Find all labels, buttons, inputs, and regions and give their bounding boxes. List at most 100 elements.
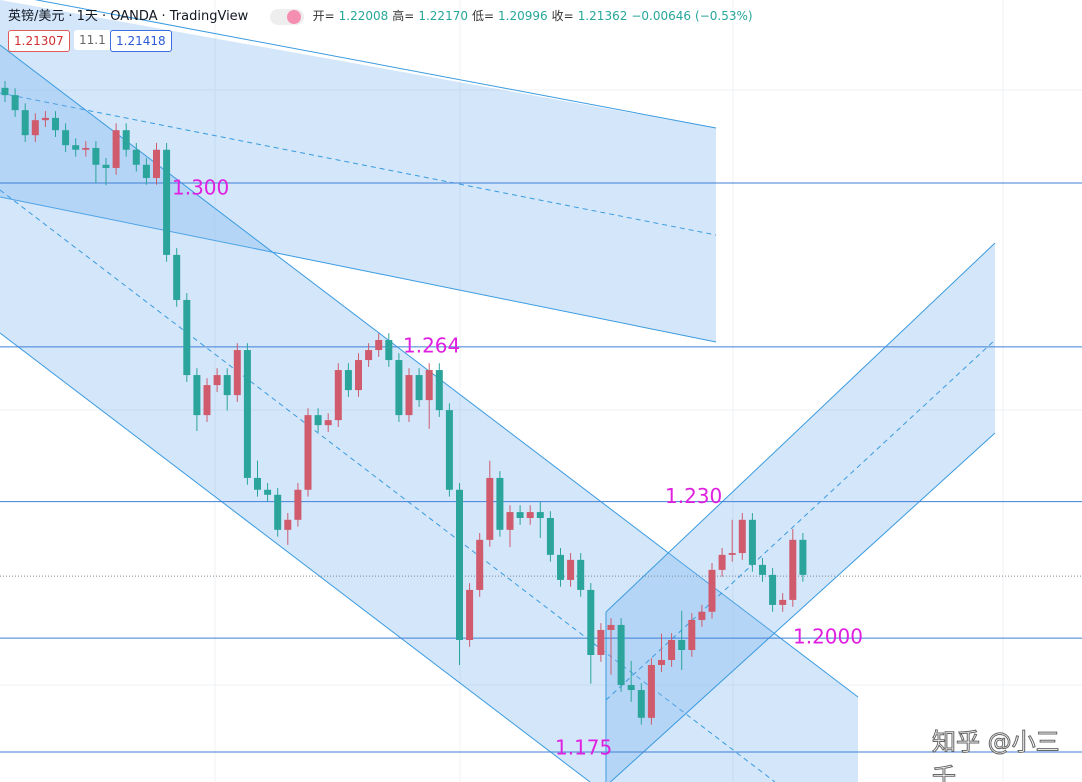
platform: TradingView xyxy=(169,9,249,24)
candle-body xyxy=(304,415,312,490)
candle-body xyxy=(243,350,251,478)
candle-body xyxy=(627,685,635,691)
candle-body xyxy=(738,519,746,554)
candle-body xyxy=(526,512,534,518)
candle-body xyxy=(718,554,726,570)
spread: 11.1 xyxy=(74,30,111,50)
ohlc-value: 1.22008 xyxy=(338,9,389,23)
level-label: 1.2000 xyxy=(793,625,863,649)
candle-body xyxy=(132,149,140,165)
header-row: 英镑/美元 · 1天 · OANDA · TradingView 开= 1.22008 高… xyxy=(8,5,761,25)
candle-body xyxy=(153,149,160,178)
candle-body xyxy=(425,370,433,401)
candle-body xyxy=(41,117,49,121)
candle-body xyxy=(203,385,211,416)
candle-body xyxy=(748,519,756,565)
candle-body xyxy=(21,110,29,136)
candle-body xyxy=(647,665,655,718)
candle-body xyxy=(577,559,585,590)
ohlc-label: 低= xyxy=(471,9,495,23)
candle-body xyxy=(334,370,342,421)
candle-body xyxy=(274,494,282,530)
candle-body xyxy=(395,360,403,416)
candle-body xyxy=(516,512,524,518)
candle-body xyxy=(62,130,70,146)
ask-box[interactable]: 1.21418 xyxy=(110,30,172,52)
candle-body xyxy=(637,690,645,718)
candle-body xyxy=(254,477,261,490)
candle-body xyxy=(476,539,484,590)
candle-body xyxy=(617,624,625,686)
candle-body xyxy=(92,147,100,165)
change: −0.00646 xyxy=(631,9,692,23)
candle-body xyxy=(112,130,120,168)
candle-body xyxy=(183,299,191,376)
ohlc-value: 1.21362 xyxy=(577,9,628,23)
candle-body xyxy=(264,489,272,495)
interval: 1天 xyxy=(76,9,98,24)
candle-body xyxy=(759,564,766,575)
candle-body xyxy=(122,130,130,150)
candle-body xyxy=(486,477,494,540)
ohlc-label: 高= xyxy=(392,9,415,23)
channels xyxy=(0,0,996,782)
candle-body xyxy=(355,360,362,391)
candle-body xyxy=(31,120,39,136)
candle-body xyxy=(294,489,302,520)
candle-body xyxy=(799,539,807,575)
toggle[interactable] xyxy=(270,8,305,25)
candle-body xyxy=(445,410,453,490)
candle-body xyxy=(284,519,292,530)
level-label: 1.264 xyxy=(403,333,460,357)
candle-body xyxy=(52,117,59,131)
candle-body xyxy=(233,350,241,396)
candle-body xyxy=(769,574,777,605)
candle-body xyxy=(546,517,554,555)
candle-body xyxy=(102,164,110,168)
candle-body xyxy=(557,554,564,580)
candle-body xyxy=(779,599,787,605)
ohlc-label: 开= xyxy=(312,9,335,23)
candle-body xyxy=(456,489,463,640)
level-label: 1.300 xyxy=(172,175,229,199)
ohlc-label: 收= xyxy=(551,9,574,23)
candle-body xyxy=(344,370,352,391)
candle-body xyxy=(658,660,665,666)
candle-body xyxy=(223,375,231,396)
change-pct: (−0.53%) xyxy=(695,9,753,23)
candle-body xyxy=(597,629,605,656)
watermark: 知乎 @小三千 xyxy=(932,728,1061,782)
source: OANDA xyxy=(110,9,158,24)
candle-body xyxy=(415,375,423,401)
candle-body xyxy=(587,589,595,656)
level-label: 1.175 xyxy=(555,735,612,759)
candle-body xyxy=(668,639,676,661)
candle-body xyxy=(405,375,413,416)
candle-body xyxy=(193,375,201,416)
candle-body xyxy=(789,539,797,600)
ohlc-value: 1.22170 xyxy=(418,9,468,23)
candle-body xyxy=(142,164,150,178)
candle-body xyxy=(72,145,80,150)
candle-body xyxy=(506,512,514,530)
candle-body xyxy=(698,611,706,620)
candle-body xyxy=(466,589,474,640)
level-label: 1.230 xyxy=(665,484,722,508)
candle-body xyxy=(567,559,575,580)
candle-body xyxy=(708,569,716,612)
ohlc: 开= 1.22008 高= 1.22170 低= 1.20996 收= 1.21362 −0.0… xyxy=(313,9,757,23)
candle-body xyxy=(375,340,383,351)
candle-body xyxy=(173,254,181,300)
candle-body xyxy=(678,639,686,650)
symbol: 英镑/美元 xyxy=(8,9,65,24)
bid-box[interactable]: 1.21307 xyxy=(8,30,70,52)
candle-body xyxy=(688,619,696,650)
candle-body xyxy=(163,149,171,255)
candle-body xyxy=(536,512,544,518)
candle-body xyxy=(728,553,736,555)
ohlc-value: 1.20996 xyxy=(498,9,548,23)
candle-body xyxy=(213,375,221,386)
